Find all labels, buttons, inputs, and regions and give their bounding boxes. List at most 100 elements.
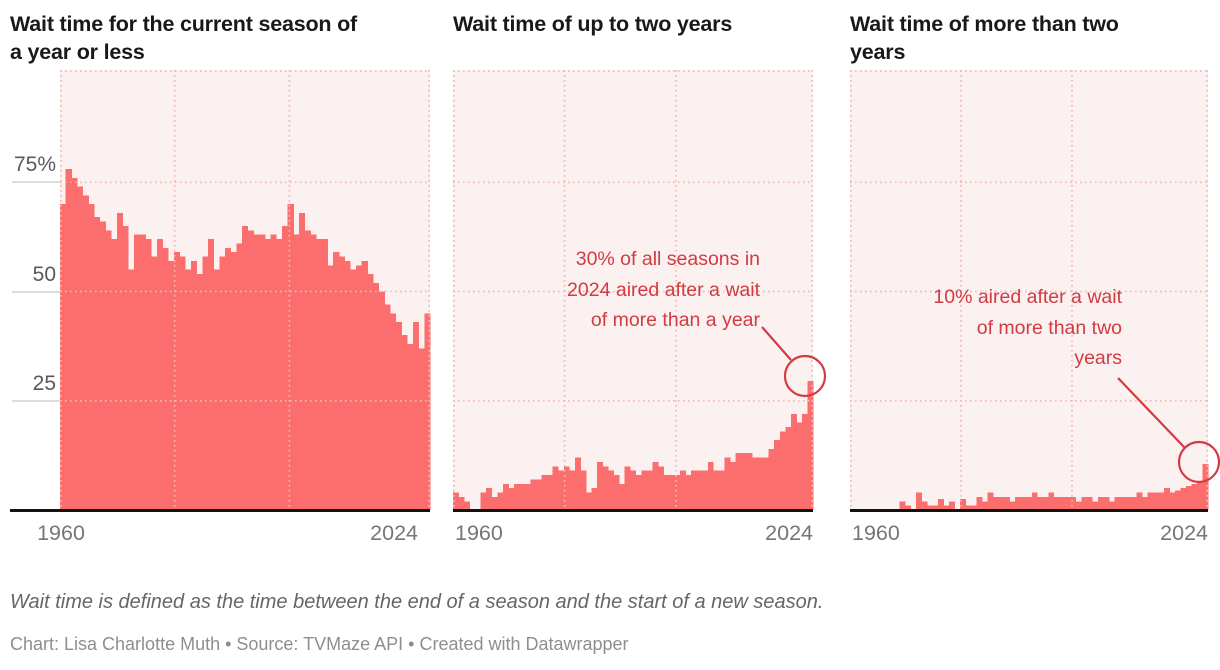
bar-2000[interactable] <box>287 204 294 510</box>
bar-2009[interactable] <box>1119 496 1126 510</box>
bar-1977[interactable] <box>156 239 163 510</box>
bar-1992[interactable] <box>242 225 249 510</box>
bar-2010[interactable] <box>1125 496 1132 510</box>
bar-1982[interactable] <box>971 505 978 510</box>
bar-1977[interactable] <box>943 505 950 510</box>
bar-2003[interactable] <box>691 470 698 510</box>
bar-2005[interactable] <box>316 239 323 510</box>
bar-1984[interactable] <box>196 274 203 510</box>
bar-2011[interactable] <box>735 453 742 510</box>
bar-1974[interactable] <box>139 234 146 510</box>
bar-1965[interactable] <box>88 204 95 510</box>
bar-2016[interactable] <box>763 457 770 510</box>
bar-2017[interactable] <box>1163 488 1170 510</box>
bar-2007[interactable] <box>327 265 334 510</box>
bar-1989[interactable] <box>225 247 232 511</box>
bar-1998[interactable] <box>276 239 283 510</box>
bar-1974[interactable] <box>530 479 537 510</box>
bar-2003[interactable] <box>304 230 311 510</box>
bar-2018[interactable] <box>390 313 397 510</box>
bar-1991[interactable] <box>624 466 631 510</box>
bar-2013[interactable] <box>746 453 753 510</box>
bar-2001[interactable] <box>1075 501 1082 510</box>
bar-2012[interactable] <box>1136 492 1143 510</box>
bar-1960[interactable] <box>453 492 459 510</box>
bar-2011[interactable] <box>350 269 357 510</box>
bar-1967[interactable] <box>99 221 106 510</box>
bar-1976[interactable] <box>541 475 548 510</box>
bar-1984[interactable] <box>585 492 592 510</box>
bar-1971[interactable] <box>122 225 129 510</box>
bar-1978[interactable] <box>949 501 956 510</box>
bar-2019[interactable] <box>779 431 786 510</box>
bar-2013[interactable] <box>1141 496 1148 510</box>
bar-1977[interactable] <box>547 475 554 510</box>
bar-1992[interactable] <box>630 470 637 510</box>
bar-1972[interactable] <box>128 269 135 510</box>
bar-1986[interactable] <box>597 461 603 510</box>
bar-2020[interactable] <box>1180 488 1187 510</box>
bar-1990[interactable] <box>230 252 237 511</box>
bar-1989[interactable] <box>613 475 620 510</box>
bar-2004[interactable] <box>696 470 703 510</box>
bar-2005[interactable] <box>1097 496 1104 510</box>
bar-2018[interactable] <box>774 440 781 510</box>
bar-1999[interactable] <box>669 475 675 510</box>
bar-1987[interactable] <box>213 269 220 510</box>
bar-1981[interactable] <box>965 505 972 510</box>
bar-1994[interactable] <box>253 234 260 510</box>
bar-1968[interactable] <box>497 492 504 510</box>
bar-1983[interactable] <box>580 470 587 510</box>
bar-1960[interactable] <box>60 204 67 510</box>
bar-1966[interactable] <box>486 488 493 510</box>
bar-1990[interactable] <box>1015 496 1022 510</box>
bar-1964[interactable] <box>82 195 89 511</box>
bar-1998[interactable] <box>1059 496 1066 510</box>
bar-2023[interactable] <box>1196 481 1203 511</box>
bar-1996[interactable] <box>264 239 272 510</box>
bar-1974[interactable] <box>927 505 934 510</box>
bar-1983[interactable] <box>976 496 983 510</box>
bar-2009[interactable] <box>724 457 731 510</box>
bar-1995[interactable] <box>1042 496 1049 510</box>
bar-1982[interactable] <box>185 269 192 510</box>
bar-1980[interactable] <box>563 466 570 510</box>
bar-1993[interactable] <box>1031 492 1038 510</box>
bar-1995[interactable] <box>646 470 653 510</box>
bar-2019[interactable] <box>1174 490 1181 510</box>
bar-1975[interactable] <box>536 479 543 510</box>
bar-1982[interactable] <box>574 457 581 510</box>
bar-1965[interactable] <box>480 492 487 510</box>
bar-2014[interactable] <box>367 274 374 510</box>
bar-2011[interactable] <box>1130 496 1137 510</box>
bar-2010[interactable] <box>344 260 351 510</box>
bar-1961[interactable] <box>458 496 465 510</box>
bar-1986[interactable] <box>993 496 1000 510</box>
bar-2010[interactable] <box>729 461 736 510</box>
bar-2009[interactable] <box>338 256 346 510</box>
bar-1976[interactable] <box>151 256 158 510</box>
bar-1971[interactable] <box>513 483 520 510</box>
bar-2002[interactable] <box>685 475 692 510</box>
bar-2022[interactable] <box>796 422 803 510</box>
bar-2023[interactable] <box>801 413 808 510</box>
bar-1987[interactable] <box>602 466 609 510</box>
bar-2006[interactable] <box>321 239 328 510</box>
bar-1998[interactable] <box>663 475 670 510</box>
bar-2015[interactable] <box>373 282 380 510</box>
bar-1981[interactable] <box>569 470 576 510</box>
bar-1963[interactable] <box>77 186 84 510</box>
bar-1969[interactable] <box>899 501 906 510</box>
bar-2021[interactable] <box>790 413 797 510</box>
bar-1995[interactable] <box>259 234 266 510</box>
bar-2005[interactable] <box>702 470 709 510</box>
bar-2021[interactable] <box>407 343 414 510</box>
bar-2003[interactable] <box>1086 496 1093 510</box>
bar-2015[interactable] <box>1152 492 1159 510</box>
bar-2022[interactable] <box>412 322 420 510</box>
bar-2007[interactable] <box>1108 501 1115 510</box>
bar-1983[interactable] <box>190 260 198 510</box>
bar-2012[interactable] <box>356 265 363 510</box>
bar-1973[interactable] <box>921 501 928 510</box>
bar-2024[interactable] <box>424 313 431 510</box>
